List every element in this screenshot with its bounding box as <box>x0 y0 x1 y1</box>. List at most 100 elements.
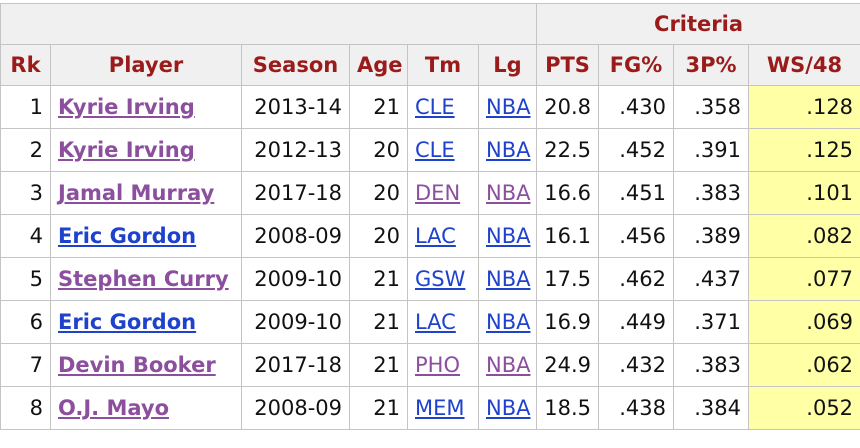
column-header-tm[interactable]: Tm <box>407 44 479 86</box>
ws48-cell: .062 <box>747 343 860 387</box>
pts-cell: 24.9 <box>536 343 599 387</box>
ws48-cell: .125 <box>747 128 860 172</box>
table-row: 5 Stephen Curry 2009-10 21 GSW NBA 17.5.462.43… <box>0 257 860 301</box>
column-header-3p-pct[interactable]: 3P% <box>673 44 749 86</box>
team-cell: LAC <box>407 300 479 344</box>
column-header-season[interactable]: Season <box>241 44 350 86</box>
league-cell: NBA <box>478 257 537 301</box>
column-header-pts[interactable]: PTS <box>536 44 599 86</box>
season-cell: 2008-09 <box>241 386 350 430</box>
league-link[interactable]: NBA <box>486 181 531 205</box>
pts-cell: 17.5 <box>536 257 599 301</box>
player-cell: Stephen Curry <box>50 257 242 301</box>
column-header-player[interactable]: Player <box>50 44 242 86</box>
rank-cell: 5 <box>0 257 51 301</box>
league-cell: NBA <box>478 128 537 172</box>
player-cell: Eric Gordon <box>50 214 242 258</box>
3p-pct-cell: .371 <box>673 300 749 344</box>
table-row: 7 Devin Booker 2017-18 21 PHO NBA 24.9.432.383… <box>0 343 860 387</box>
season-cell: 2013-14 <box>241 85 350 129</box>
team-link[interactable]: LAC <box>415 310 456 334</box>
player-cell: Kyrie Irving <box>50 128 242 172</box>
pts-cell: 22.5 <box>536 128 599 172</box>
league-cell: NBA <box>478 171 537 215</box>
age-cell: 20 <box>349 171 408 215</box>
player-link[interactable]: Eric Gordon <box>58 310 197 334</box>
team-link[interactable]: MEM <box>415 396 465 420</box>
3p-pct-cell: .383 <box>673 171 749 215</box>
column-header-fg-pct[interactable]: FG% <box>598 44 674 86</box>
player-link[interactable]: Devin Booker <box>58 353 216 377</box>
team-link[interactable]: PHO <box>415 353 460 377</box>
player-link[interactable]: Kyrie Irving <box>58 138 195 162</box>
player-link[interactable]: Jamal Murray <box>58 181 215 205</box>
player-link[interactable]: O.J. Mayo <box>58 396 170 420</box>
team-cell: CLE <box>407 85 479 129</box>
age-cell: 21 <box>349 386 408 430</box>
league-link[interactable]: NBA <box>486 224 531 248</box>
column-header-lg[interactable]: Lg <box>478 44 537 86</box>
league-link[interactable]: NBA <box>486 95 531 119</box>
season-cell: 2012-13 <box>241 128 350 172</box>
team-cell: DEN <box>407 171 479 215</box>
table-row: 1 Kyrie Irving 2013-14 21 CLE NBA 20.8.430.358… <box>0 85 860 129</box>
team-link[interactable]: GSW <box>415 267 466 291</box>
table-row: 3 Jamal Murray 2017-18 20 DEN NBA 16.6.451.383… <box>0 171 860 215</box>
header-group-blank <box>0 3 537 45</box>
column-header-rk[interactable]: Rk <box>0 44 51 86</box>
fg-pct-cell: .430 <box>598 85 674 129</box>
team-cell: GSW <box>407 257 479 301</box>
team-link[interactable]: DEN <box>415 181 461 205</box>
team-link[interactable]: CLE <box>415 95 455 119</box>
column-header-age[interactable]: Age <box>349 44 408 86</box>
pts-cell: 20.8 <box>536 85 599 129</box>
3p-pct-cell: .358 <box>673 85 749 129</box>
season-cell: 2008-09 <box>241 214 350 258</box>
3p-pct-cell: .383 <box>673 343 749 387</box>
age-cell: 20 <box>349 214 408 258</box>
team-cell: CLE <box>407 128 479 172</box>
league-link[interactable]: NBA <box>486 396 531 420</box>
age-cell: 21 <box>349 343 408 387</box>
fg-pct-cell: .432 <box>598 343 674 387</box>
ws48-cell: .082 <box>747 214 860 258</box>
league-link[interactable]: NBA <box>486 267 531 291</box>
column-header-ws48[interactable]: WS/48 <box>747 44 860 86</box>
player-link[interactable]: Kyrie Irving <box>58 95 195 119</box>
fg-pct-cell: .438 <box>598 386 674 430</box>
team-cell: PHO <box>407 343 479 387</box>
league-cell: NBA <box>478 214 537 258</box>
team-link[interactable]: LAC <box>415 224 456 248</box>
age-cell: 21 <box>349 300 408 344</box>
pts-cell: 18.5 <box>536 386 599 430</box>
table-row: 4 Eric Gordon 2008-09 20 LAC NBA 16.1.456.389.… <box>0 214 860 258</box>
league-cell: NBA <box>478 343 537 387</box>
table-header: Criteria Rk Player Season Age Tm Lg PTS … <box>0 3 860 86</box>
player-cell: O.J. Mayo <box>50 386 242 430</box>
player-cell: Jamal Murray <box>50 171 242 215</box>
ws48-cell: .101 <box>747 171 860 215</box>
league-cell: NBA <box>478 85 537 129</box>
criteria-group-label: Criteria <box>535 3 860 45</box>
age-cell: 21 <box>349 85 408 129</box>
league-link[interactable]: NBA <box>486 138 531 162</box>
league-link[interactable]: NBA <box>486 353 531 377</box>
table-row: 8 O.J. Mayo 2008-09 21 MEM NBA 18.5.438.384.05… <box>0 386 860 430</box>
league-cell: NBA <box>478 386 537 430</box>
3p-pct-cell: .389 <box>673 214 749 258</box>
player-link[interactable]: Stephen Curry <box>58 267 229 291</box>
season-cell: 2017-18 <box>241 171 350 215</box>
fg-pct-cell: .452 <box>598 128 674 172</box>
league-link[interactable]: NBA <box>486 310 531 334</box>
table-row: 6 Eric Gordon 2009-10 21 LAC NBA 16.9.449.371.… <box>0 300 860 344</box>
rank-cell: 1 <box>0 85 51 129</box>
team-link[interactable]: CLE <box>415 138 455 162</box>
rank-cell: 6 <box>0 300 51 344</box>
header-group-row: Criteria <box>0 3 860 45</box>
fg-pct-cell: .449 <box>598 300 674 344</box>
player-link[interactable]: Eric Gordon <box>58 224 197 248</box>
season-cell: 2017-18 <box>241 343 350 387</box>
season-cell: 2009-10 <box>241 257 350 301</box>
3p-pct-cell: .384 <box>673 386 749 430</box>
ws48-cell: .069 <box>747 300 860 344</box>
